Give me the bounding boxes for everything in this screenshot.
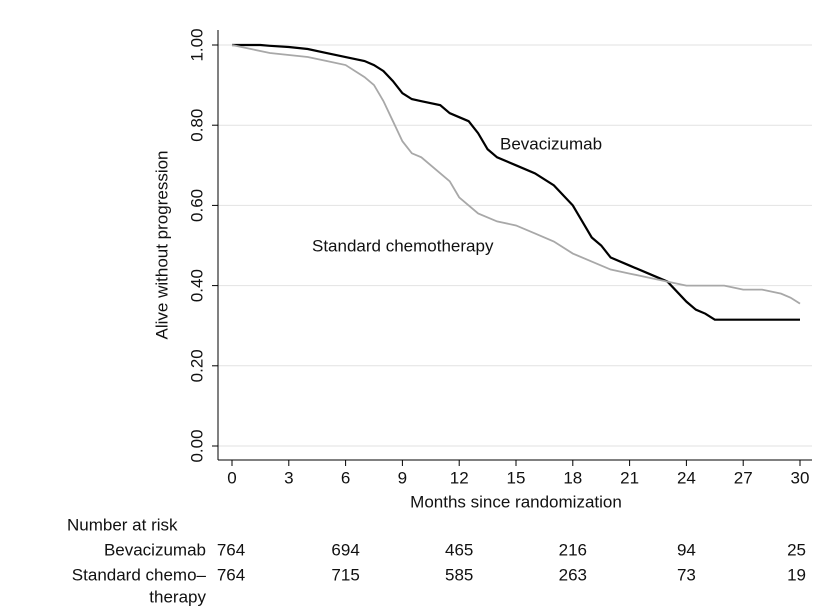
y-tick-label: 0.80 [187,109,206,142]
risk-count: 25 [787,540,806,559]
x-tick-label: 30 [791,468,810,487]
risk-count: 263 [559,565,587,584]
survival-curve [232,43,800,321]
series-label: Standard chemotherapy [312,236,494,255]
risk-count: 73 [677,565,696,584]
x-tick-label: 15 [507,468,526,487]
x-tick-label: 0 [227,468,236,487]
risk-count: 585 [445,565,473,584]
risk-count: 715 [331,565,359,584]
y-tick-label: 0.20 [187,349,206,382]
x-tick-label: 24 [677,468,696,487]
risk-row-label: Bevacizumab [104,540,206,559]
risk-count: 216 [559,540,587,559]
risk-row-label: therapy [149,587,206,606]
x-tick-label: 9 [398,468,407,487]
y-tick-label: 0.40 [187,269,206,302]
risk-count: 94 [677,540,696,559]
risk-count: 764 [217,565,245,584]
x-tick-label: 3 [284,468,293,487]
risk-count: 764 [217,540,245,559]
x-tick-label: 27 [734,468,753,487]
y-tick-label: 0.60 [187,189,206,222]
x-tick-label: 12 [450,468,469,487]
x-axis-title: Months since randomization [410,492,622,511]
risk-count: 19 [787,565,806,584]
risk-count: 465 [445,540,473,559]
risk-count: 694 [331,540,359,559]
x-tick-label: 6 [341,468,350,487]
y-tick-label: 0.00 [187,429,206,462]
x-tick-label: 21 [620,468,639,487]
y-tick-label: 1.00 [187,28,206,61]
series-label: Bevacizumab [500,134,602,153]
survival-curve [231,44,801,305]
risk-table-title: Number at risk [67,515,178,534]
y-axis-title: Alive without progression [152,151,171,340]
x-tick-label: 18 [563,468,582,487]
risk-row-label: Standard chemo– [72,565,207,584]
